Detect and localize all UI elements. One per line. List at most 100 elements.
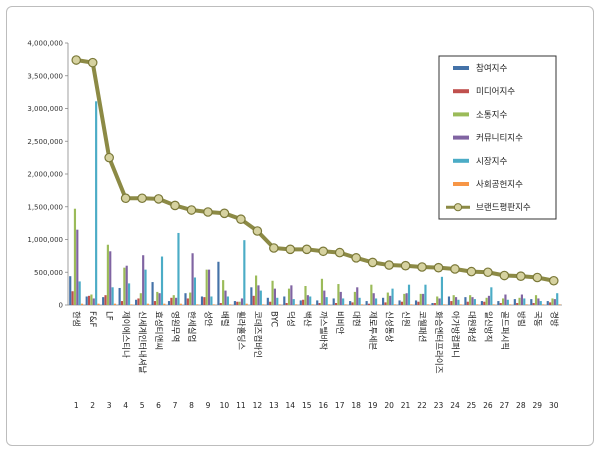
bar-5-17 [342, 298, 345, 305]
bar-5-24 [457, 299, 460, 305]
reputation-point-15 [301, 244, 312, 255]
legend-line-marker [453, 203, 463, 212]
bar-1-12 [250, 287, 253, 305]
reputation-point-12 [252, 226, 263, 236]
bar-5-8 [193, 277, 197, 305]
rank-label-12: 12 [253, 401, 263, 410]
rank-label-14: 14 [286, 401, 296, 410]
bar-1-16 [316, 300, 319, 305]
bar-6-13 [278, 304, 281, 305]
bar-3-19 [370, 284, 373, 305]
y-tick-label: 4,000,000 [27, 40, 63, 48]
bar-1-13 [266, 297, 269, 305]
bar-4-12 [257, 285, 260, 305]
bar-4-11 [240, 298, 244, 305]
bar-1-29 [530, 299, 533, 305]
rank-label-9: 9 [206, 401, 211, 410]
bar-5-27 [506, 299, 509, 305]
bar-6-25 [476, 304, 479, 305]
bar-6-30 [558, 304, 561, 305]
bar-4-10 [224, 290, 227, 305]
legend-swatch-4 [453, 135, 469, 140]
reputation-point-6 [153, 194, 164, 204]
category-label-4: 제이에스티나 [120, 311, 131, 358]
category-label-30: 경방 [548, 311, 559, 327]
bar-6-15 [311, 304, 314, 305]
bar-4-18 [356, 287, 359, 305]
reputation-point-1 [71, 55, 82, 65]
bar-1-21 [398, 300, 401, 305]
bar-5-18 [358, 297, 361, 305]
reputation-point-10 [219, 208, 230, 219]
bar-1-4 [118, 287, 121, 305]
bar-2-27 [499, 303, 502, 305]
bar-1-20 [382, 297, 385, 305]
bar-1-18 [349, 301, 352, 305]
legend-label-2: 미디어지수 [476, 86, 515, 97]
rank-label-21: 21 [401, 401, 411, 410]
bar-6-20 [393, 304, 396, 305]
reputation-point-14 [285, 244, 296, 255]
y-tick-label: 0 [59, 302, 63, 310]
bar-6-1 [80, 303, 84, 305]
bar-4-1 [76, 229, 79, 305]
bar-5-12 [259, 290, 262, 305]
bar-6-12 [262, 304, 265, 305]
bar-1-28 [513, 299, 516, 305]
bar-1-17 [332, 298, 335, 305]
rank-label-6: 6 [156, 401, 161, 410]
bar-4-22 [422, 293, 425, 305]
category-label-8: 한세실업 [186, 311, 197, 342]
bar-3-6 [156, 291, 159, 305]
bar-2-17 [334, 303, 338, 305]
y-tick-label: 2,000,000 [27, 171, 63, 179]
reputation-point-4 [120, 193, 131, 204]
bar-5-13 [276, 297, 279, 305]
bar-6-23 [443, 304, 446, 305]
category-label-27: 골드퍼시픽 [499, 311, 510, 350]
bar-1-25 [464, 297, 467, 305]
bar-6-4 [130, 304, 133, 305]
bar-6-3 [113, 303, 117, 305]
legend-swatch-5 [453, 158, 469, 163]
bar-3-4 [123, 267, 126, 305]
bar-2-3 [104, 295, 107, 305]
bar-2-28 [516, 303, 519, 305]
bar-2-10 [219, 303, 222, 305]
legend-label-4: 커뮤니티지수 [476, 133, 523, 144]
bar-3-3 [106, 244, 109, 305]
y-tick-label: 2,500,000 [27, 138, 63, 146]
category-label-24: 아가방컴퍼니 [449, 311, 460, 358]
category-labels: 한샘 1 F&F 2 LF 3 제이에스티나 4 신세계인터내셔날 5 효성티앤씨 6 영원무역 7 한세실… [71, 311, 560, 410]
category-label-25: 대원화성 [466, 311, 476, 342]
category-label-18: 대현 [351, 311, 361, 327]
bar-6-19 [377, 304, 380, 305]
bar-4-13 [273, 288, 276, 306]
bar-3-8 [189, 292, 192, 305]
bar-1-26 [480, 301, 483, 305]
bar-4-6 [158, 293, 161, 305]
bar-1-8 [184, 293, 187, 305]
bar-1-7 [167, 301, 171, 305]
bar-1-23 [431, 303, 434, 305]
reputation-point-16 [318, 246, 329, 257]
rank-label-7: 7 [173, 401, 178, 410]
bar-2-26 [483, 301, 486, 305]
bar-3-9 [205, 269, 208, 305]
bar-1-24 [447, 296, 451, 305]
bar-2-8 [186, 298, 189, 305]
bar-5-15 [309, 296, 312, 305]
bar-2-21 [400, 301, 404, 305]
legend-label-1: 참여지수 [476, 63, 507, 74]
bar-5-4 [127, 283, 131, 305]
bar-3-12 [255, 275, 258, 305]
bar-2-13 [269, 301, 272, 305]
reputation-line [71, 55, 559, 286]
bar-5-19 [374, 298, 378, 305]
rank-label-2: 2 [90, 401, 95, 410]
bar-6-7 [179, 303, 182, 305]
bar-4-25 [471, 297, 474, 305]
rank-label-11: 11 [236, 401, 246, 410]
rank-label-3: 3 [107, 401, 112, 410]
y-tick-label: 1,000,000 [27, 236, 63, 244]
